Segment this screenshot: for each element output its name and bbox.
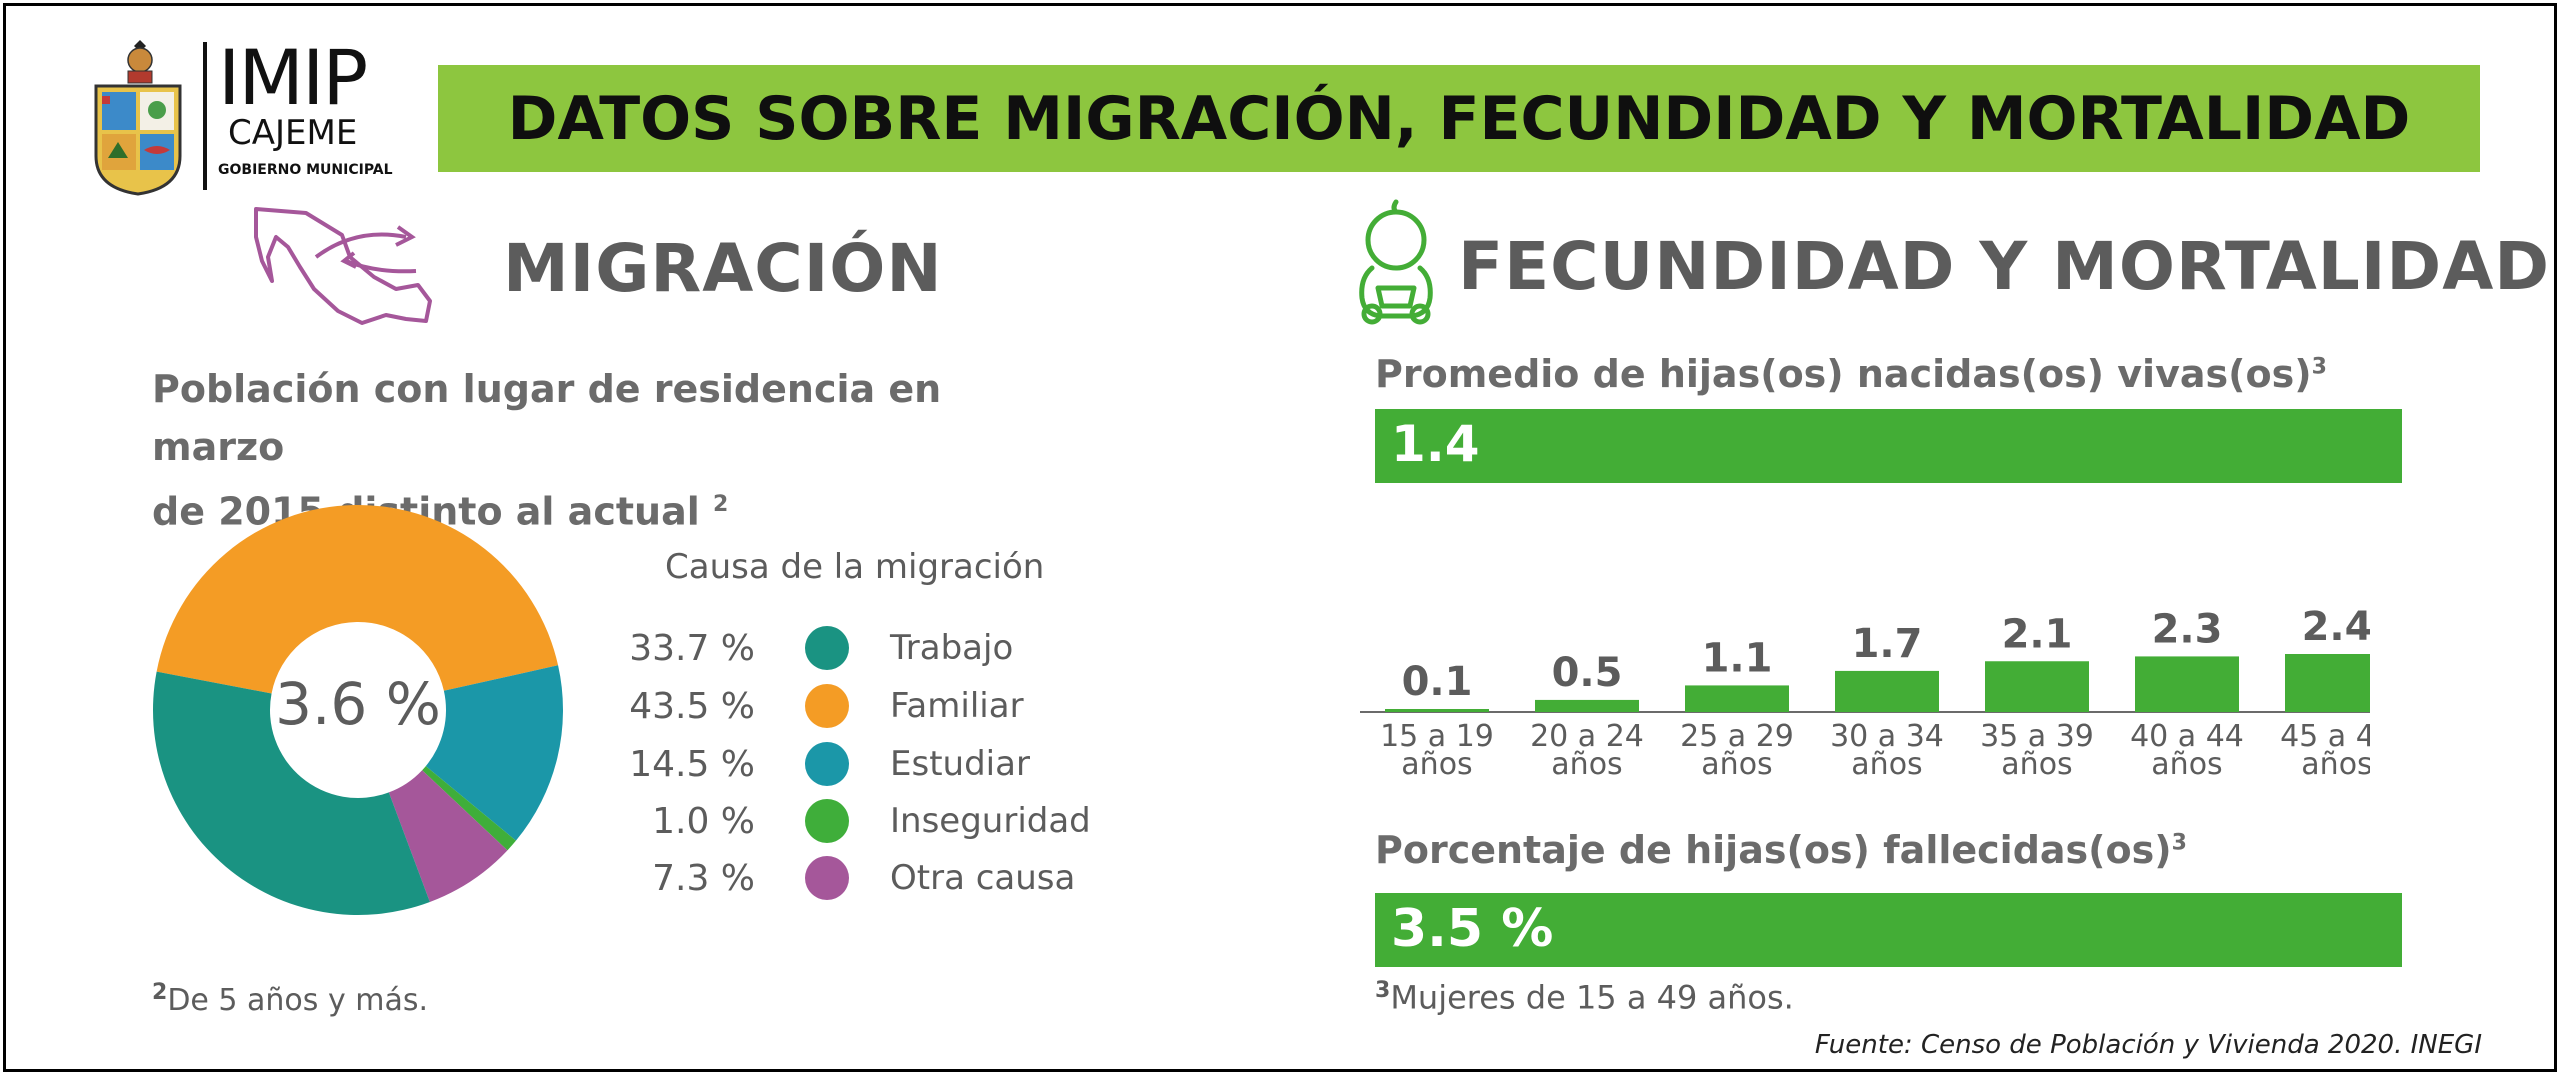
- bar-value-label: 2.1: [2002, 611, 2073, 657]
- legend-percentage: 7.3 %: [652, 858, 755, 899]
- donut-slice-familiar: [156, 505, 559, 694]
- fecundidad-footnote-sup: 3: [1375, 978, 1391, 1003]
- legend-color-dot: [805, 742, 849, 786]
- banner-title: DATOS SOBRE MIGRACIÓN, FECUNDIDAD Y MORT…: [507, 83, 2411, 154]
- avg-children-value: 1.4: [1391, 415, 1480, 473]
- x-tick-label: 15 a 19: [1380, 719, 1494, 754]
- bar-45-a-49: [2285, 654, 2370, 712]
- legend-label: Trabajo: [890, 628, 1014, 668]
- logo-gobierno: GOBIERNO MUNICIPAL: [218, 162, 393, 178]
- mexico-map-icon: [254, 207, 432, 325]
- legend-item: 7.3 % Otra causa: [560, 852, 1120, 910]
- deceased-children-heading: Porcentaje de hijas(os) fallecidas(os)3: [1375, 828, 2187, 872]
- legend-color-dot: [805, 799, 849, 843]
- migracion-subheading-sup: 2: [712, 492, 729, 517]
- bar-value-label: 2.4: [2302, 604, 2370, 650]
- x-tick-label-unit: años: [2001, 747, 2072, 782]
- donut-slice-inseguridad: [422, 766, 516, 851]
- legend-color-dot: [805, 626, 849, 670]
- page-frame: [3, 3, 2557, 1072]
- deceased-children-sup: 3: [2171, 830, 2187, 856]
- legend-percentage: 33.7 %: [629, 628, 755, 669]
- x-tick-label-unit: años: [1551, 747, 1622, 782]
- migracion-footnote-sup: 2: [152, 980, 168, 1005]
- deceased-children-label: Porcentaje de hijas(os) fallecidas(os): [1375, 828, 2172, 872]
- x-tick-label-unit: años: [2301, 747, 2370, 782]
- deceased-children-bar: 3.5 %: [1375, 893, 2402, 967]
- legend-percentage: 14.5 %: [629, 744, 755, 785]
- legend-percentage: 1.0 %: [652, 801, 755, 842]
- coat-of-arms-logo: [94, 40, 182, 196]
- legend-label: Familiar: [890, 686, 1024, 726]
- bar-30-a-34: [1835, 670, 1939, 712]
- bar-value-label: 0.1: [1402, 659, 1473, 705]
- x-tick-label-unit: años: [1851, 747, 1922, 782]
- source-note: Fuente: Censo de Población y Vivienda 20…: [1814, 1030, 2482, 1060]
- migracion-footnote: 2De 5 años y más.: [152, 980, 428, 1018]
- x-tick-label: 35 a 39: [1980, 719, 2094, 754]
- legend-item: 43.5 % Familiar: [560, 680, 1120, 738]
- avg-children-bar: 1.4: [1375, 409, 2402, 483]
- logo-cajeme: CAJEME: [228, 113, 358, 153]
- bar-value-label: 0.5: [1552, 650, 1623, 696]
- migracion-subheading-line1: Población con lugar de residencia en mar…: [152, 367, 942, 469]
- legend-label: Estudiar: [890, 744, 1030, 784]
- legend-item: 14.5 % Estudiar: [560, 738, 1120, 796]
- x-tick-label: 25 a 29: [1680, 719, 1794, 754]
- legend-item: 33.7 % Trabajo: [560, 622, 1120, 680]
- logo-text: IMIP CAJEME GOBIERNO MUNICIPAL: [218, 33, 408, 179]
- legend-color-dot: [805, 856, 849, 900]
- x-tick-label-unit: años: [2151, 747, 2222, 782]
- fecundidad-footnote: 3Mujeres de 15 a 49 años.: [1375, 978, 1794, 1017]
- x-tick-label: 40 a 44: [2130, 719, 2244, 754]
- bar-40-a-44: [2135, 656, 2239, 712]
- x-tick-label-unit: años: [1701, 747, 1772, 782]
- bar-25-a-29: [1685, 685, 1789, 712]
- x-tick-label: 30 a 34: [1830, 719, 1944, 754]
- migracion-footnote-text: De 5 años y más.: [167, 983, 429, 1018]
- baby-icon: [1359, 199, 1433, 325]
- legend-label: Inseguridad: [890, 801, 1091, 841]
- donut-slice-trabajo: [153, 671, 430, 915]
- legend-title: Causa de la migración: [665, 547, 1045, 587]
- logo-divider: [203, 42, 207, 190]
- bar-15-a-19: [1385, 709, 1489, 712]
- bar-value-label: 1.7: [1852, 621, 1923, 667]
- avg-children-heading: Promedio de hijas(os) nacidas(os) vivas(…: [1375, 352, 2327, 396]
- title-banner: DATOS SOBRE MIGRACIÓN, FECUNDIDAD Y MORT…: [438, 65, 2480, 172]
- bar-20-a-24: [1535, 699, 1639, 712]
- fecundidad-title: FECUNDIDAD Y MORTALIDAD: [1458, 228, 2551, 305]
- fecundidad-footnote-text: Mujeres de 15 a 49 años.: [1390, 978, 1794, 1017]
- donut-slice-estudiar: [425, 665, 563, 841]
- legend-color-dot: [805, 684, 849, 728]
- logo-imip: IMIP: [218, 33, 368, 122]
- legend-label: Otra causa: [890, 858, 1076, 898]
- deceased-children-value: 3.5 %: [1391, 899, 1554, 959]
- x-tick-label: 45 a 49: [2280, 719, 2370, 754]
- legend-percentage: 43.5 %: [629, 686, 755, 727]
- x-tick-label: 20 a 24: [1530, 719, 1644, 754]
- migracion-subheading: Población con lugar de residencia en mar…: [152, 360, 1052, 541]
- bar-value-label: 2.3: [2152, 606, 2223, 652]
- avg-children-sup: 3: [2311, 354, 2327, 380]
- x-tick-label-unit: años: [1401, 747, 1472, 782]
- donut-slice-otra-causa: [388, 770, 508, 902]
- migration-donut-chart: [153, 505, 563, 915]
- donut-center-value: 3.6 %: [275, 670, 441, 738]
- avg-children-label: Promedio de hijas(os) nacidas(os) vivas(…: [1375, 352, 2312, 396]
- bar-value-label: 1.1: [1702, 635, 1773, 681]
- legend-item: 1.0 % Inseguridad: [560, 795, 1120, 853]
- migracion-title: MIGRACIÓN: [503, 230, 943, 307]
- bar-35-a-39: [1985, 661, 2089, 712]
